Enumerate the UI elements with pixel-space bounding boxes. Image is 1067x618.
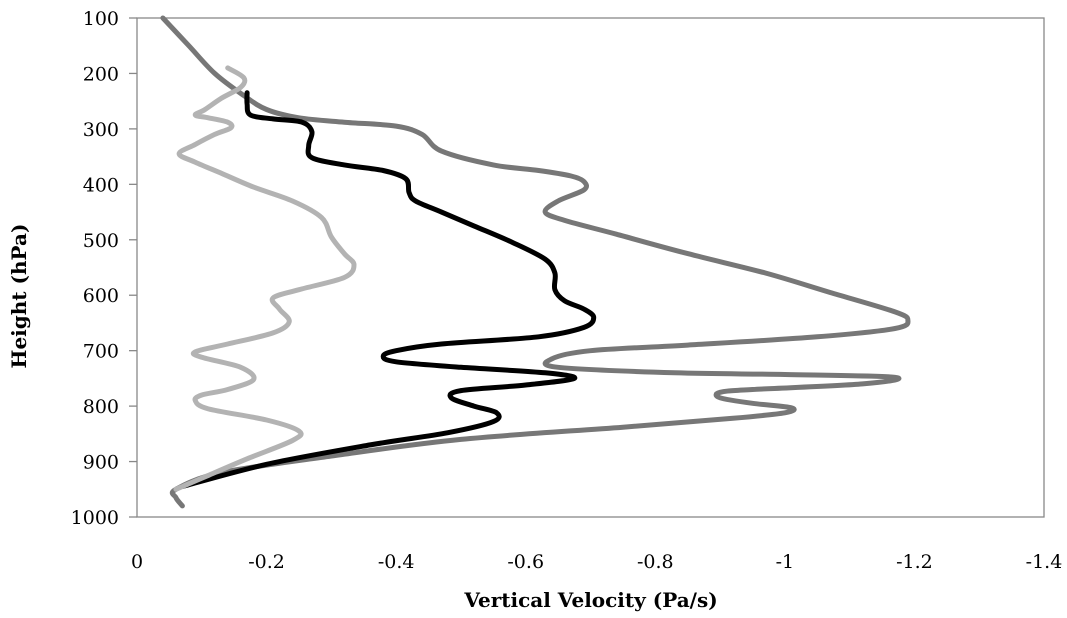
x-tick-labels: 0 -0.2 -0.4 -0.6 -0.8 -1 -1.2 -1.4 bbox=[131, 551, 1062, 573]
y-tick-label: 800 bbox=[83, 396, 119, 418]
y-tick-label: 200 bbox=[83, 63, 119, 85]
plot-frame bbox=[136, 17, 1045, 518]
x-axis-label: Vertical Velocity (Pa/s) bbox=[463, 588, 717, 612]
x-tick-label: -0.4 bbox=[378, 551, 415, 573]
axes bbox=[129, 17, 1045, 518]
x-tick-label: -1 bbox=[776, 551, 795, 573]
series-line-3 bbox=[173, 65, 357, 492]
x-tick-label: -0.6 bbox=[507, 551, 544, 573]
series-line-2 bbox=[179, 90, 597, 489]
x-tick-label: -0.8 bbox=[637, 551, 674, 573]
y-tick-label: 100 bbox=[83, 8, 119, 30]
y-axis-label: Height (hPa) bbox=[7, 224, 31, 369]
x-tick-label: -1.4 bbox=[1026, 551, 1063, 573]
x-tick-label: -1.2 bbox=[896, 551, 933, 573]
series-layer bbox=[160, 15, 911, 509]
y-tick-label: 1000 bbox=[71, 507, 119, 529]
y-tick-label: 900 bbox=[83, 452, 119, 474]
series-line-1 bbox=[160, 15, 911, 509]
y-tick-labels: 100 200 300 400 500 600 700 800 900 1000 bbox=[71, 8, 119, 529]
y-tick-label: 600 bbox=[83, 285, 119, 307]
y-tick-label: 300 bbox=[83, 119, 119, 141]
x-tick-label: 0 bbox=[131, 551, 143, 573]
y-tick-label: 700 bbox=[83, 341, 119, 363]
y-tick-label: 400 bbox=[83, 174, 119, 196]
y-tick-label: 500 bbox=[83, 230, 119, 252]
x-tick-label: -0.2 bbox=[248, 551, 285, 573]
